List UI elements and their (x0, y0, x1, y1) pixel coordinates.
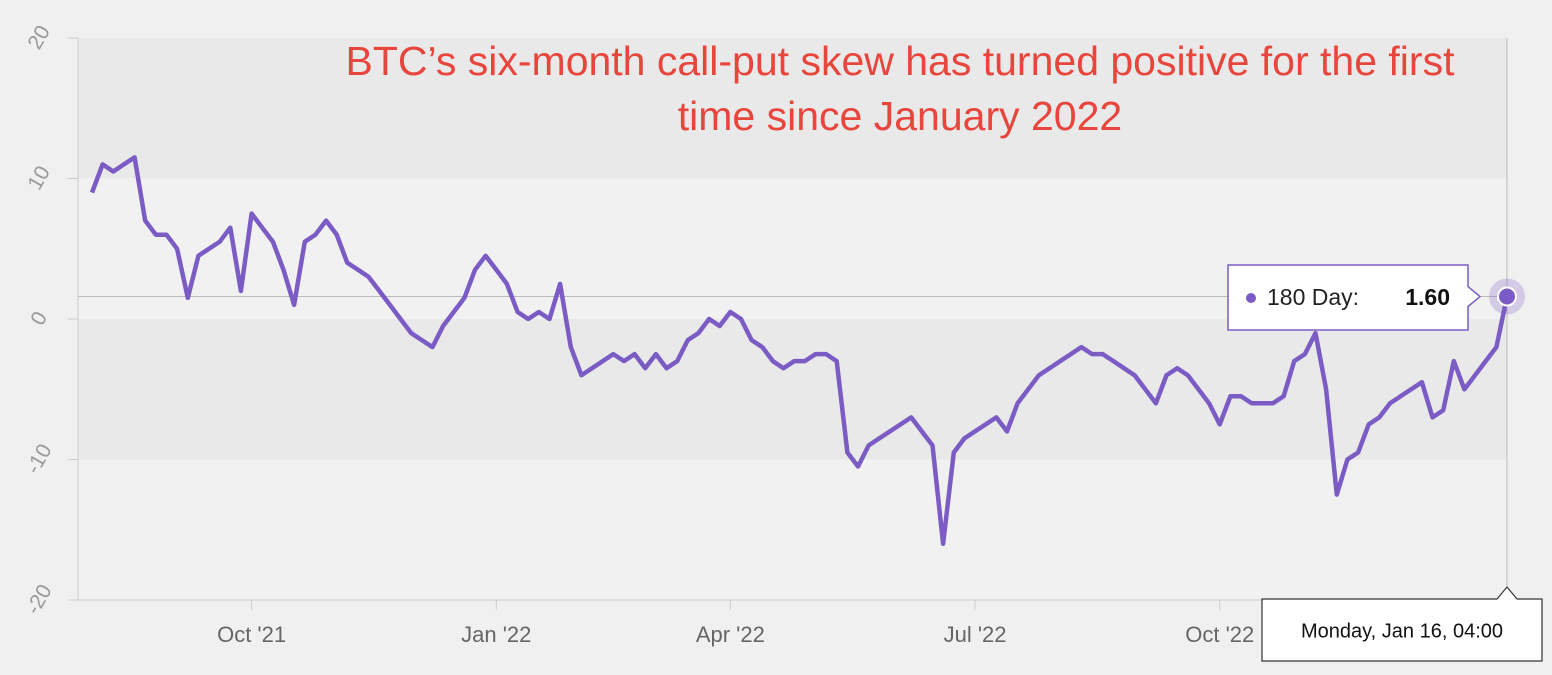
tooltip-series-label: 180 Day: (1267, 284, 1359, 310)
tooltip-box (1227, 264, 1482, 331)
date-box (1261, 586, 1543, 662)
date-label: Monday, Jan 16, 04:00 (1301, 620, 1503, 642)
tooltip-dot (1246, 293, 1256, 303)
plot-band (78, 38, 1507, 179)
x-tick-label: Apr '22 (696, 622, 765, 647)
y-tick-label: 0 (26, 308, 52, 330)
chart-title: BTC’s six-month call-put skew has turned… (345, 38, 1455, 139)
value-tooltip: 180 Day: 1.60 (1227, 264, 1482, 331)
y-tick-label: -20 (22, 581, 57, 619)
y-tick-label: -10 (22, 440, 57, 478)
plot-band (78, 319, 1507, 460)
y-tick-label: 10 (23, 162, 55, 194)
x-tick-label: Jan '22 (461, 622, 531, 647)
hover-marker (1497, 286, 1517, 307)
plot-band (78, 459, 1507, 600)
series-line (89, 155, 1510, 547)
date-tooltip: Monday, Jan 16, 04:00 (1261, 586, 1543, 662)
x-tick-label: Jul '22 (944, 622, 1007, 647)
y-tick-label: 20 (23, 22, 55, 54)
x-tick-label: Oct '22 (1185, 622, 1254, 647)
tooltip-value: 1.60 (1405, 284, 1450, 310)
x-tick-label: Oct '21 (217, 622, 286, 647)
